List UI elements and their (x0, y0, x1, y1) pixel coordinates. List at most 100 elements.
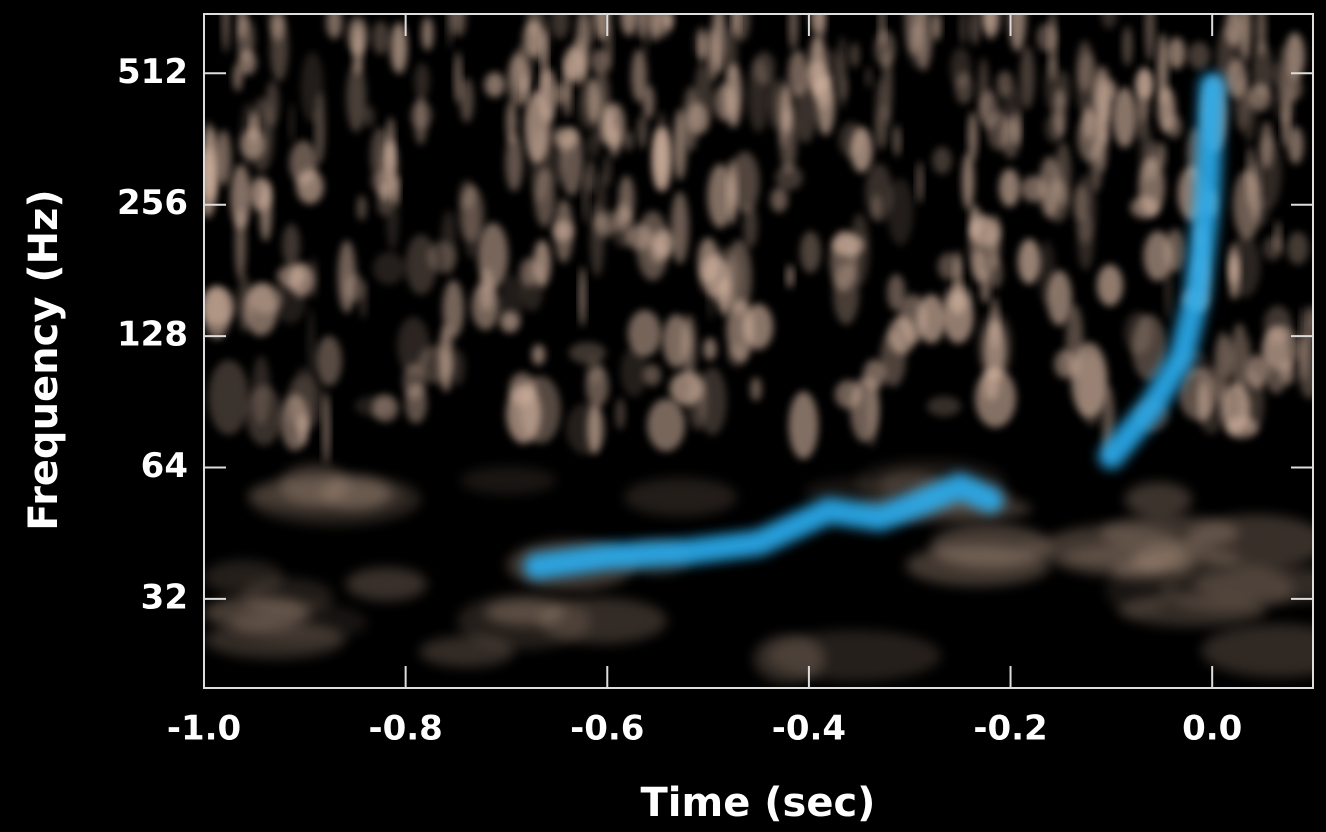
noise-blob (942, 290, 974, 344)
noise-blob (747, 58, 770, 133)
noise-blob (282, 223, 301, 267)
noise-blob (699, 31, 707, 62)
noise-blob (1274, 220, 1282, 254)
noise-blob (372, 20, 390, 55)
noise-blob (834, 379, 862, 409)
noise-blob (1246, 146, 1255, 208)
noise-blob (204, 127, 219, 203)
noise-blob (533, 239, 551, 287)
noise-blob (1008, 14, 1027, 52)
noise-blob (315, 335, 342, 387)
noise-blob (810, 14, 824, 35)
noise-blob (1095, 118, 1108, 172)
noise-blob (326, 14, 343, 39)
noise-blob (615, 203, 631, 232)
noise-blob (615, 398, 626, 430)
noise-blob (1239, 14, 1252, 63)
noise-blob (636, 114, 648, 149)
noise-blob (959, 14, 968, 45)
noise-blob (579, 266, 586, 327)
noise-blob (991, 14, 1002, 34)
noise-blob (585, 357, 604, 384)
noise-blob (1070, 342, 1108, 418)
noise-blob (642, 84, 655, 120)
noise-blob (590, 48, 609, 75)
noise-blob (410, 101, 434, 129)
noise-blob (347, 16, 368, 55)
noise-blob (874, 78, 885, 151)
noise-blob (1230, 323, 1249, 392)
noise-blob (582, 171, 589, 224)
noise-blob (1145, 14, 1155, 62)
noise-blob (1100, 515, 1240, 550)
noise-blob (346, 62, 367, 133)
noise-blob (647, 14, 661, 42)
noise-blob (551, 14, 570, 40)
noise-blob (1281, 97, 1290, 148)
noise-blob (1280, 68, 1297, 106)
x-tick-label: -0.2 (973, 709, 1047, 749)
noise-blob (850, 127, 873, 173)
y-tick-label: 256 (117, 183, 188, 223)
noise-blob (697, 237, 719, 284)
noise-blob (996, 70, 1014, 98)
noise-blob (359, 280, 367, 320)
noise-blob (1201, 623, 1313, 678)
noise-blob (585, 132, 602, 158)
noise-blob (833, 263, 860, 325)
noise-blob (595, 214, 613, 239)
noise-blob (1036, 23, 1057, 52)
x-tick-label: -1.0 (167, 709, 241, 749)
noise-blob (1308, 305, 1313, 341)
noise-blob (315, 92, 326, 163)
noise-blob (288, 262, 315, 297)
noise-blob (459, 180, 475, 210)
noise-blob (624, 224, 654, 250)
noise-blob (471, 282, 500, 330)
noise-blob (382, 140, 398, 187)
noise-blob (438, 324, 454, 392)
noise-blob (526, 14, 539, 34)
noise-blob (642, 14, 649, 57)
noise-blob (1164, 262, 1172, 320)
noise-blob (354, 395, 394, 417)
noise-blob (932, 146, 952, 175)
x-axis-title: Time (sec) (641, 780, 876, 826)
noise-blob (1124, 482, 1192, 518)
noise-blob (1229, 254, 1240, 300)
noise-blob (753, 634, 825, 684)
x-tick-label: 0.0 (1182, 709, 1242, 749)
noise-blob (794, 82, 817, 144)
noise-blob (1038, 240, 1056, 306)
noise-blob (662, 314, 691, 368)
noise-blob (1096, 264, 1124, 306)
noise-blob (683, 86, 699, 152)
x-tick-label: -0.6 (570, 709, 644, 749)
noise-blob (930, 524, 1051, 568)
noise-blob (623, 477, 738, 517)
noise-blob (259, 181, 272, 242)
noise-blob (1248, 83, 1272, 112)
noise-blob (999, 168, 1021, 207)
noise-blob (570, 37, 587, 87)
noise-blob (241, 577, 334, 616)
noise-blob (627, 310, 662, 357)
noise-blob (554, 199, 574, 263)
noise-blob (643, 364, 662, 387)
noise-blob (788, 391, 819, 460)
noise-blob (246, 385, 282, 446)
noise-blob (937, 253, 961, 280)
noise-blob (1167, 37, 1186, 70)
plot-marks (523, 72, 1226, 580)
noise-blob (769, 77, 781, 130)
noise-blob (865, 66, 873, 88)
x-tick-label: -0.4 (772, 709, 846, 749)
noise-blob (288, 102, 295, 143)
noise-blob (926, 396, 961, 417)
noise-blob (554, 82, 567, 106)
noise-blob (1262, 326, 1290, 394)
noise-blob (653, 126, 673, 192)
noise-blob (866, 373, 878, 448)
noise-blob (507, 54, 530, 106)
noise-blob (662, 14, 674, 30)
